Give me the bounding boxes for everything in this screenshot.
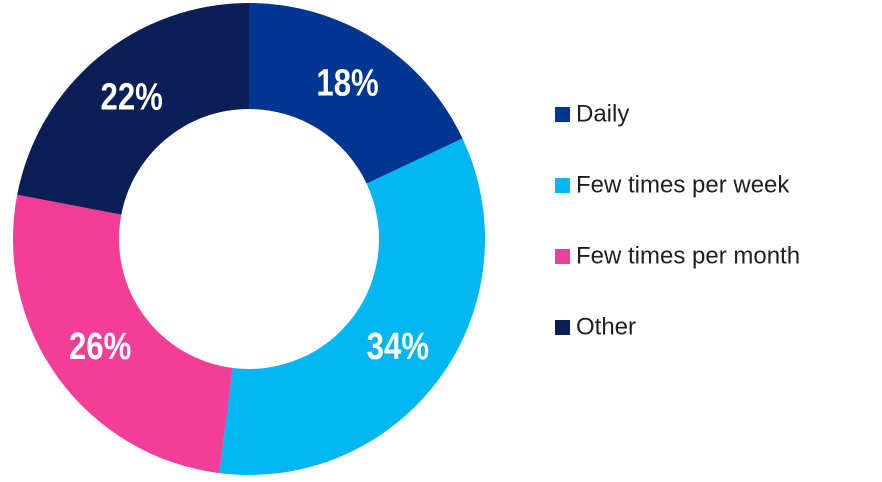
legend-swatch: [555, 320, 570, 335]
donut-slice: [219, 138, 485, 475]
legend-swatch: [555, 249, 570, 264]
donut-slice: [12, 194, 233, 474]
legend-label: Few times per month: [576, 242, 800, 269]
slice-label: 18%: [316, 63, 378, 105]
donut-slice: [249, 3, 463, 184]
slice-label: 22%: [101, 76, 163, 118]
legend-label: Other: [576, 313, 636, 340]
slice-label: 26%: [69, 326, 131, 368]
legend-label: Few times per week: [576, 171, 790, 198]
legend-label: Daily: [576, 100, 629, 127]
slice-label: 34%: [367, 326, 429, 368]
legend-swatch: [555, 107, 570, 122]
legend-swatch: [555, 178, 570, 193]
donut-slice: [17, 3, 250, 215]
